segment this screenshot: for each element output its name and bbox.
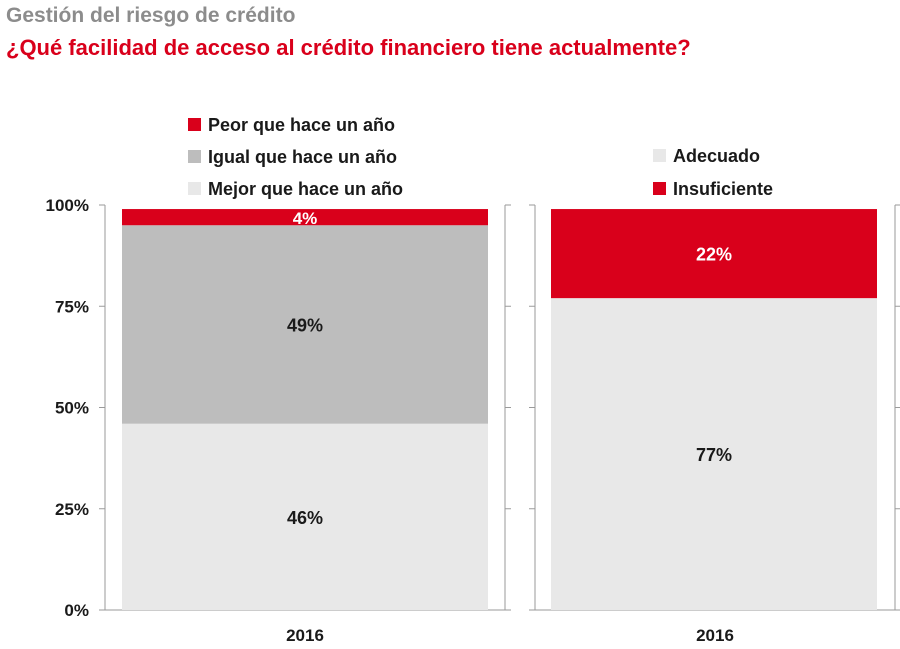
bar-segment (122, 209, 488, 226)
data-label: 4% (293, 209, 318, 228)
legend-swatch (188, 150, 201, 163)
bar-segment (551, 298, 877, 610)
legend-swatch (653, 149, 666, 162)
data-label: 77% (696, 445, 732, 465)
y-tick-label: 100% (46, 196, 89, 215)
x-tick-label: 2016 (286, 626, 324, 645)
bar-segment (122, 225, 488, 424)
legend-swatch (188, 118, 201, 131)
legend-swatch (188, 182, 201, 195)
y-tick-label: 25% (55, 500, 89, 519)
bar-segment (122, 423, 488, 610)
data-label: 49% (287, 315, 323, 335)
legend-swatch (653, 182, 666, 195)
bar-segment (551, 209, 877, 299)
legend-label: Adecuado (673, 146, 760, 166)
y-tick-label: 75% (55, 297, 89, 316)
section-subtitle: Gestión del riesgo de crédito (6, 4, 296, 27)
data-label: 22% (696, 245, 732, 265)
chart-title: ¿Qué facilidad de acceso al crédito fina… (6, 35, 691, 60)
legend-label: Igual que hace un año (208, 147, 397, 167)
legend-label: Mejor que hace un año (208, 179, 403, 199)
y-tick-label: 50% (55, 399, 89, 418)
data-label: 46% (287, 508, 323, 528)
x-tick-label: 2016 (696, 626, 734, 645)
legend-label: Insuficiente (673, 179, 773, 199)
y-tick-label: 0% (64, 601, 89, 620)
legend-label: Peor que hace un año (208, 115, 395, 135)
